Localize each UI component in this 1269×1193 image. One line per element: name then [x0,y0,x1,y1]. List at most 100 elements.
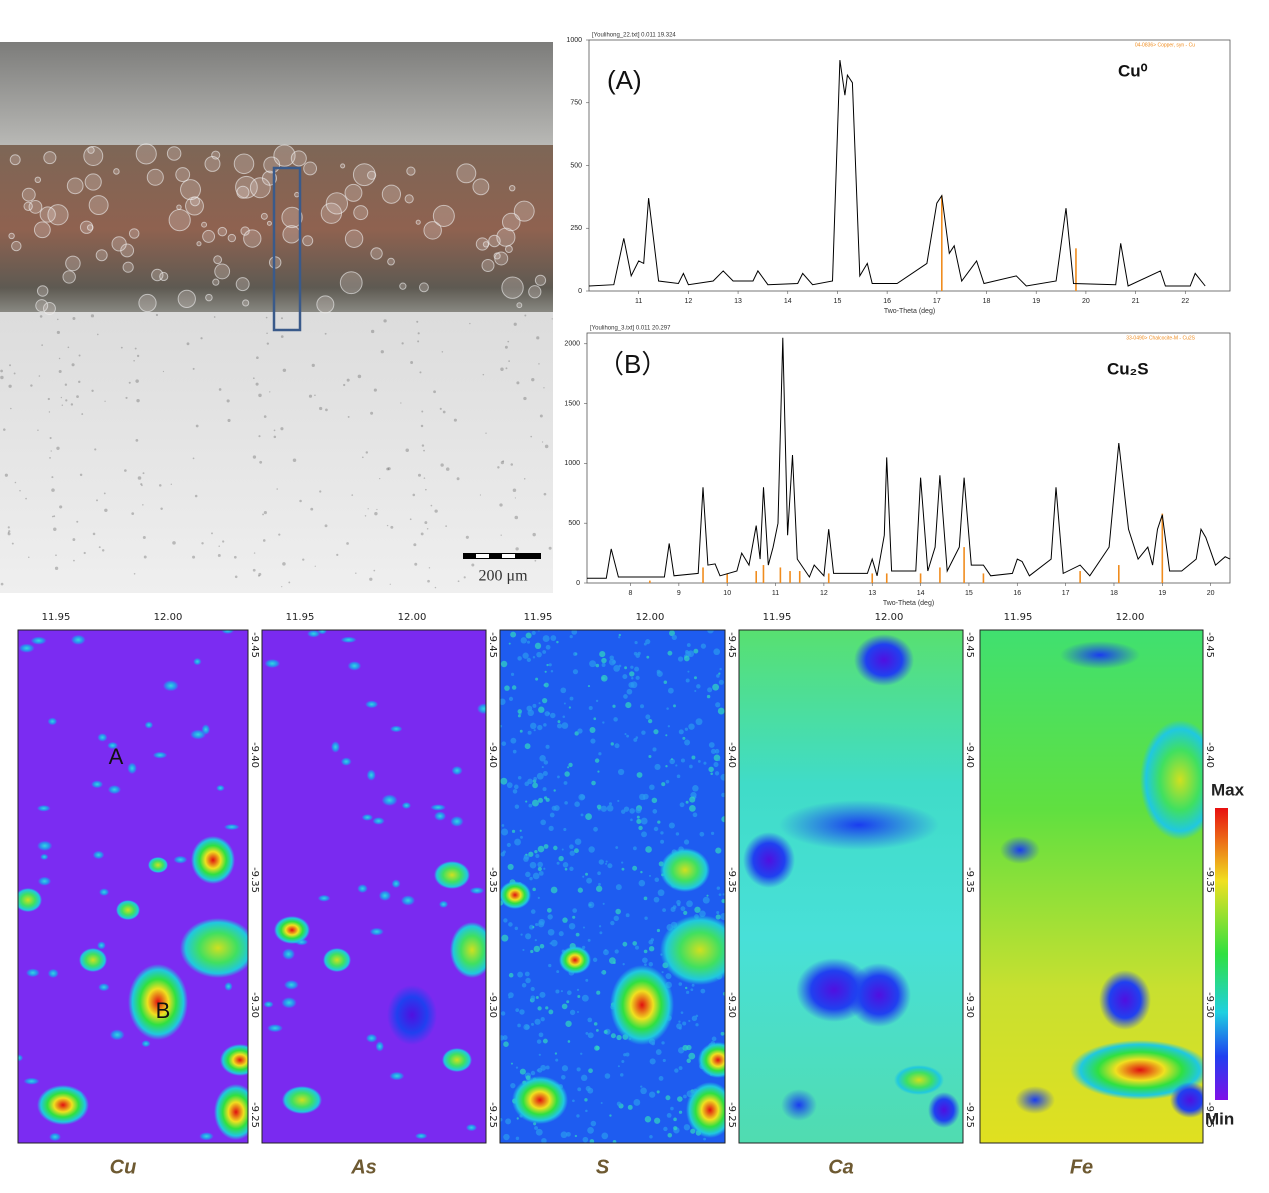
bubble [176,204,182,210]
noise [585,978,589,982]
noise [595,885,603,892]
noise [595,663,600,668]
map-dot [23,1077,40,1085]
element-map: As 11.95 12.00 -9.45 -9.40 -9.35 -9.30 -9.25 [261,612,498,1178]
grain [310,507,314,511]
grain [7,532,11,536]
noise [667,725,671,728]
noise [563,827,567,832]
grain [67,346,70,349]
noise [565,1020,572,1027]
map-background [18,630,248,1143]
noise [633,651,638,656]
grain [428,567,431,569]
bubble [340,163,346,169]
noise [670,1106,674,1111]
noise [653,826,659,832]
noise [534,939,537,942]
grain [58,369,62,374]
noise [532,925,535,929]
noise [546,663,549,667]
grain [192,555,196,559]
map-blob [148,857,168,873]
grain [70,403,74,406]
noise [717,707,725,715]
grain [0,582,4,586]
noise [601,657,607,664]
noise [517,714,521,718]
bubble [34,176,42,184]
noise [587,1127,594,1134]
noise [617,799,620,803]
grain [500,460,504,465]
grain [513,322,517,326]
noise [648,962,654,967]
grain [101,549,105,552]
grain [172,541,176,545]
map-blob [214,1084,248,1140]
noise [530,949,534,954]
noise [572,669,579,675]
map-y-tick-label: -9.25 [249,1102,260,1128]
noise [695,718,703,726]
noise [598,752,602,756]
grain [47,397,50,401]
noise [721,898,725,904]
grain [217,553,221,557]
noise [542,650,547,654]
grain [409,518,412,521]
bubble [83,146,104,166]
noise [685,800,689,804]
map-dot [381,794,398,807]
map-dot [438,900,449,908]
map-y-tick-label: -9.35 [487,867,498,893]
noise [598,859,605,865]
noise [587,901,595,909]
noise [721,792,725,798]
noise [710,748,717,755]
noise [633,1099,641,1106]
noise [564,867,568,871]
grain [72,538,76,541]
bubble [419,282,429,293]
noise [572,1099,575,1103]
noise [533,729,536,732]
noise [640,704,645,709]
grain [278,533,281,536]
grain [423,477,426,479]
bubble [35,299,49,313]
noise [519,1009,525,1015]
noise [578,793,586,801]
grain [136,398,140,403]
map-dot [281,997,297,1009]
noise [630,818,633,822]
bubble [168,209,191,232]
map-blob [854,634,914,686]
noise [592,957,598,962]
grain [355,572,357,574]
noise [503,1133,510,1141]
noise [510,672,515,676]
noise [588,1068,593,1074]
bubble [432,204,455,227]
noise [678,982,683,986]
grain [60,396,63,399]
noise [577,1087,582,1092]
grain [343,383,346,387]
noise [595,1028,599,1032]
noise [524,971,530,977]
bubble [344,229,364,248]
grain [218,388,222,391]
map-dot [317,630,327,635]
grain [282,562,286,566]
grain [420,532,424,536]
noise [538,1032,544,1038]
map-dot [97,941,106,950]
noise [648,874,652,877]
grain [325,408,328,412]
grain [420,424,424,428]
bubble [79,220,94,234]
grain [485,432,487,434]
x-tick-label: 12 [820,590,828,597]
